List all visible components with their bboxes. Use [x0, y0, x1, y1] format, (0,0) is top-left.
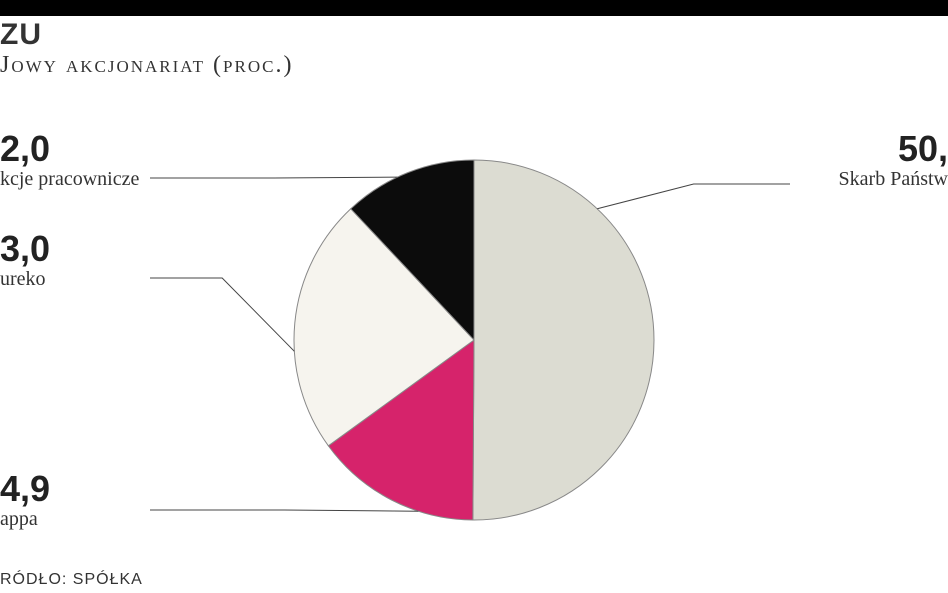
- slice-value: 4,9: [0, 470, 50, 508]
- slice-name: Skarb Państw: [839, 168, 948, 191]
- leader-line: [150, 278, 294, 351]
- slice-name: kcje pracownicze: [0, 168, 139, 191]
- source-text: RÓDŁO: SPÓŁKA: [0, 571, 143, 589]
- slice-name: ureko: [0, 268, 50, 291]
- leader-line: [597, 184, 790, 209]
- pie-slice: [473, 160, 654, 520]
- slice-value: 50,: [839, 130, 948, 168]
- leader-line: [150, 510, 418, 511]
- slice-label: 4,9appa: [0, 470, 50, 531]
- slice-name: appa: [0, 508, 50, 531]
- slice-value: 2,0: [0, 130, 139, 168]
- leader-line: [150, 177, 397, 178]
- pie-chart: [0, 0, 948, 593]
- slice-label: 3,0ureko: [0, 230, 50, 291]
- slice-value: 3,0: [0, 230, 50, 268]
- slice-label: 50,Skarb Państw: [839, 130, 948, 191]
- slice-label: 2,0kcje pracownicze: [0, 130, 139, 191]
